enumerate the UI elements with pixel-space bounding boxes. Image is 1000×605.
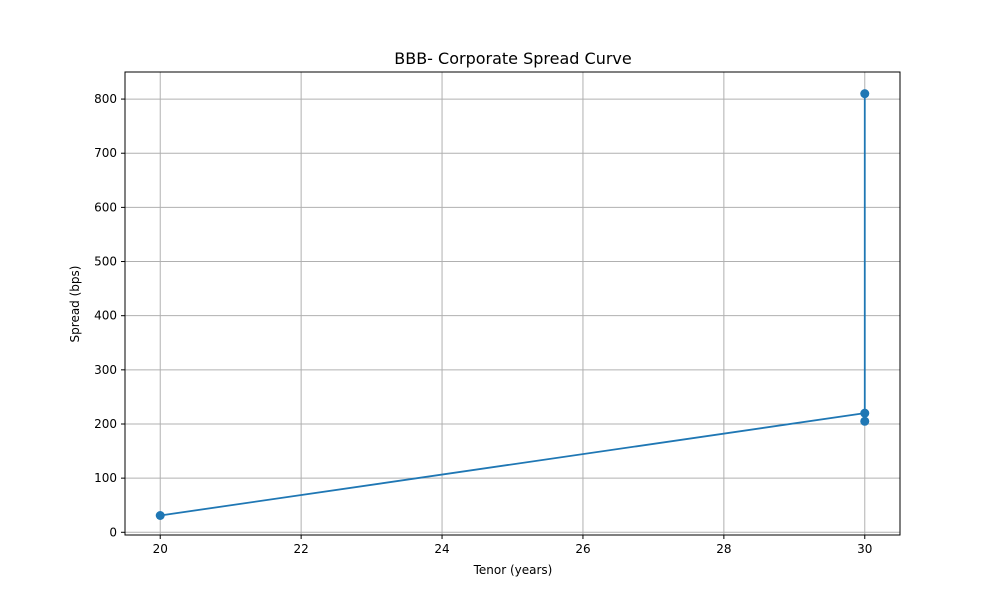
x-axis: 20 22 24 26 28 30 (153, 535, 872, 556)
series-line (160, 92, 866, 517)
y-tick-label: 800 (94, 92, 117, 106)
x-tick-label: 24 (434, 542, 449, 556)
x-tick-label: 28 (716, 542, 731, 556)
data-point (155, 511, 165, 521)
series-layer (155, 89, 870, 521)
y-tick-label: 0 (109, 525, 117, 539)
x-axis-label: Tenor (years) (473, 563, 553, 577)
x-tick-label: 22 (293, 542, 308, 556)
x-tick-label: 26 (575, 542, 590, 556)
x-tick-label: 30 (857, 542, 872, 556)
data-point (860, 89, 870, 99)
y-tick-label: 600 (94, 200, 117, 214)
y-tick-label: 100 (94, 471, 117, 485)
x-tick-label: 20 (153, 542, 168, 556)
y-tick-label: 400 (94, 309, 117, 323)
data-point (860, 416, 870, 426)
plot-frame (124, 71, 901, 536)
y-tick-label: 300 (94, 363, 117, 377)
grid (125, 72, 900, 535)
y-axis: 0 100 200 300 400 500 600 700 800 (94, 92, 125, 539)
y-tick-label: 500 (94, 255, 117, 269)
y-tick-label: 700 (94, 146, 117, 160)
y-tick-label: 200 (94, 417, 117, 431)
y-axis-label: Spread (bps) (68, 266, 82, 343)
data-point (860, 408, 870, 418)
chart-title: BBB- Corporate Spread Curve (394, 49, 632, 68)
